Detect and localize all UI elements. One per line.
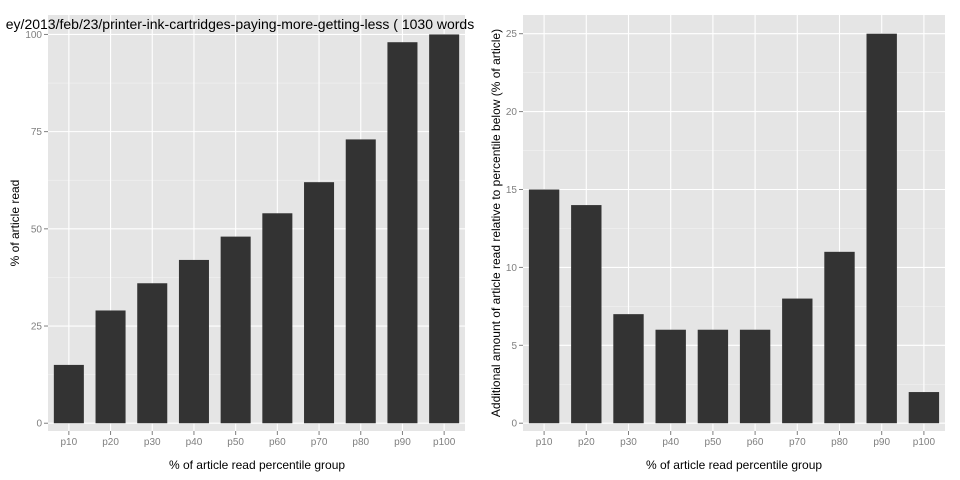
- bar-p40: [178, 259, 209, 424]
- y-tick-label: 15: [506, 185, 518, 196]
- bar-p10: [528, 189, 560, 424]
- y-tick-label: 75: [31, 127, 43, 138]
- y-tick-label: 10: [506, 263, 518, 274]
- bar-p60: [739, 329, 771, 424]
- bar-p60: [262, 213, 293, 424]
- x-tick-label: p90: [873, 437, 890, 448]
- bar-p70: [304, 182, 335, 424]
- x-tick-label: p20: [102, 437, 119, 448]
- bar-p30: [613, 314, 644, 424]
- x-axis-title: % of article read percentile group: [646, 458, 822, 472]
- chart-panel-2: 0 5 10 15 20 25 p10 p20 p30 p40 p50 p60 p70 p80 p90 p10…: [489, 15, 945, 472]
- x-tick-label: p40: [662, 437, 679, 448]
- x-axis-title: % of article read percentile group: [169, 458, 345, 472]
- bar-p90: [866, 33, 897, 424]
- y-tick-label: 5: [511, 341, 517, 352]
- y-tick-label: 25: [506, 29, 518, 40]
- x-tick-label: p10: [536, 437, 553, 448]
- bar-p50: [697, 329, 729, 424]
- x-tick-label: p70: [789, 437, 806, 448]
- y-tick-label: 0: [36, 419, 42, 430]
- x-tick-label: p60: [747, 437, 764, 448]
- bar-p70: [782, 298, 813, 424]
- chart-panel-1: 0 25 50 75 100 p10 p20 p30 p40 p50 p60 p70 p80 p90 p10…: [6, 15, 474, 472]
- y-tick-label: 0: [511, 419, 517, 430]
- y-axis-title: Additional amount of article read relati…: [489, 29, 503, 417]
- bar-p10: [53, 364, 84, 424]
- y-axis-title: % of article read: [8, 180, 22, 267]
- x-tick-label: p40: [186, 437, 203, 448]
- x-tick-label: p50: [227, 437, 244, 448]
- y-tick-label: 25: [31, 322, 43, 333]
- y-tick-label: 20: [506, 107, 518, 118]
- x-tick-label: p80: [831, 437, 848, 448]
- bar-p90: [387, 42, 418, 424]
- chart-title: ey/2013/feb/23/printer-ink-cartridges-pa…: [6, 16, 474, 32]
- bar-p40: [655, 329, 686, 424]
- bar-p100: [908, 392, 940, 424]
- bar-p20: [95, 310, 126, 424]
- bar-p80: [824, 251, 855, 424]
- y-tick-label: 100: [25, 30, 42, 41]
- x-tick-label: p70: [311, 437, 328, 448]
- x-tick-label: p80: [352, 437, 369, 448]
- x-tick-label: p60: [269, 437, 286, 448]
- x-tick-label: p10: [61, 437, 78, 448]
- x-tick-label: p100: [913, 437, 936, 448]
- x-tick-label: p50: [705, 437, 722, 448]
- x-tick-label: p30: [144, 437, 161, 448]
- bar-p100: [429, 34, 460, 424]
- bar-p80: [345, 139, 376, 424]
- y-tick-label: 50: [31, 224, 43, 235]
- x-tick-label: p90: [394, 437, 411, 448]
- bar-p30: [137, 283, 168, 424]
- x-tick-label: p30: [620, 437, 637, 448]
- bar-p50: [220, 236, 251, 424]
- x-tick-label: p20: [578, 437, 595, 448]
- x-tick-label: p100: [433, 437, 456, 448]
- bar-p20: [571, 205, 602, 424]
